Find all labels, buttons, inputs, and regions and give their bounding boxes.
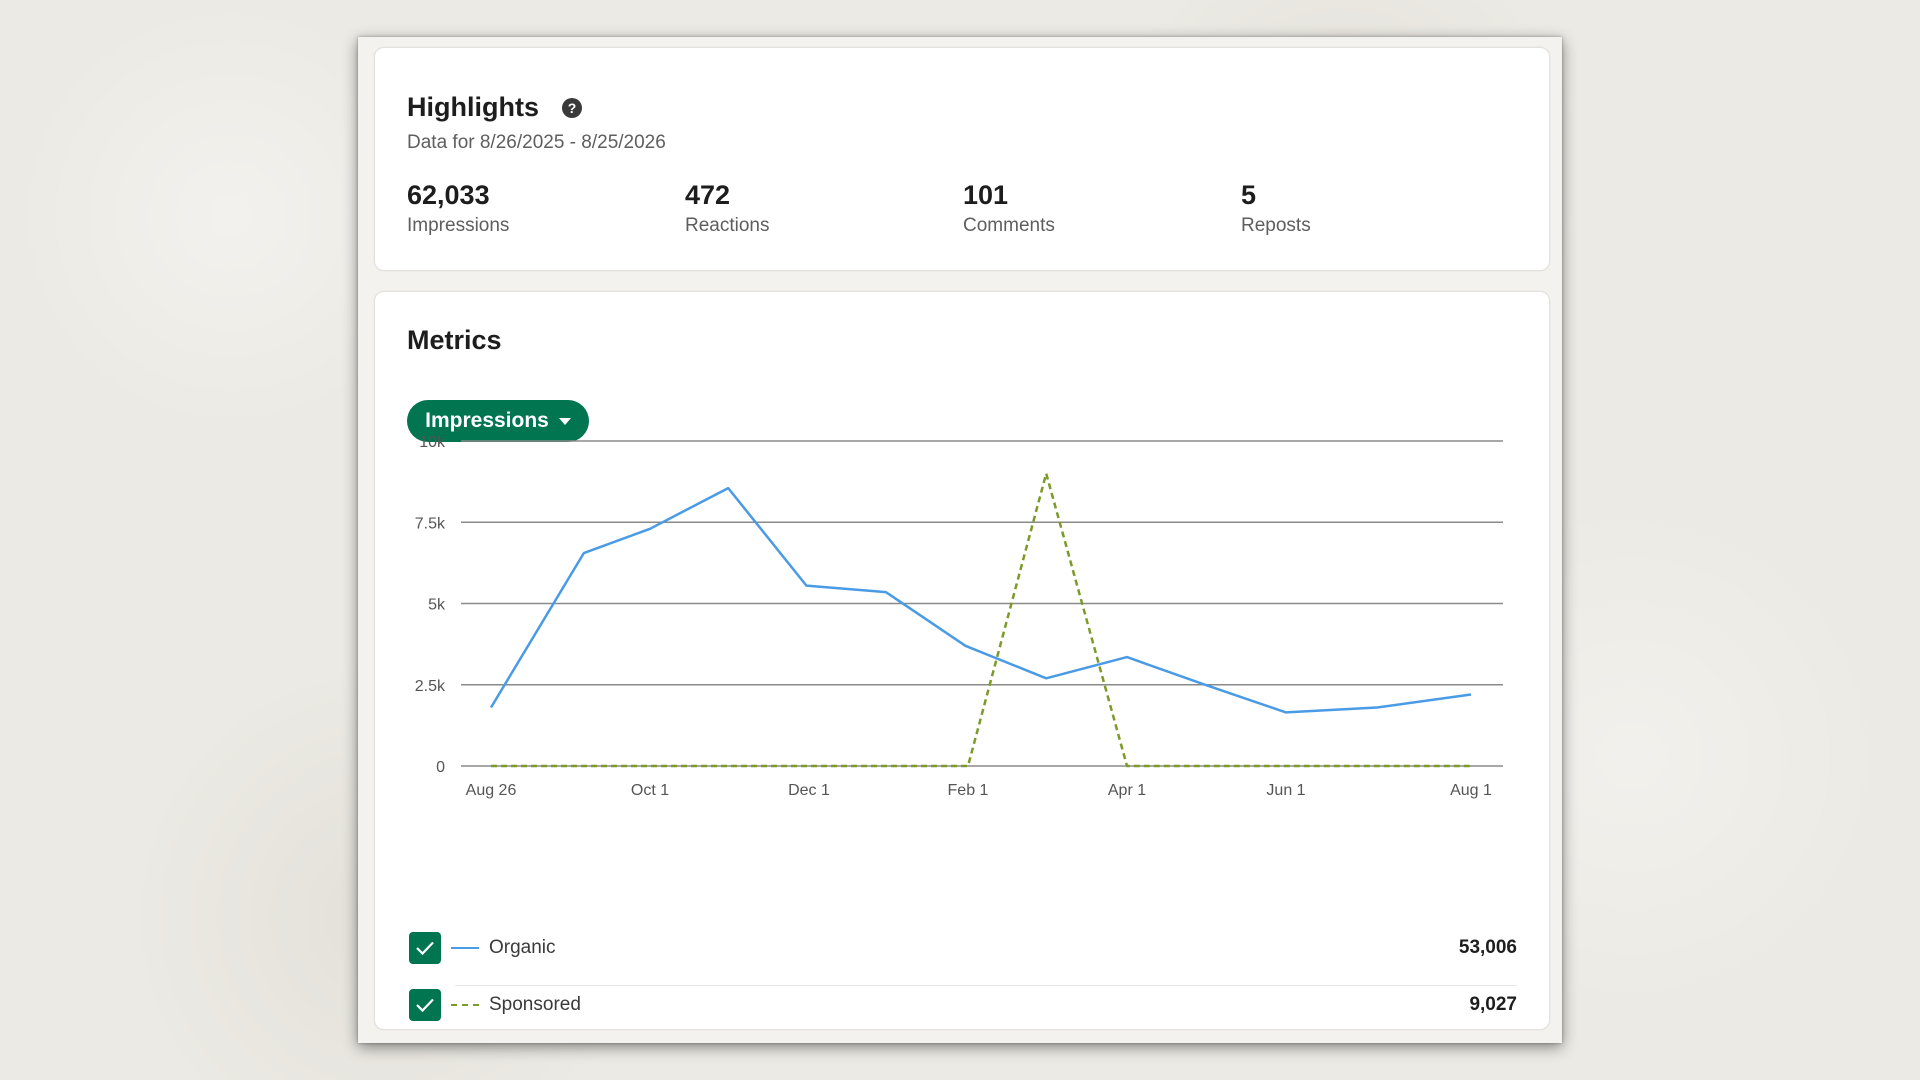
stat-reposts: 5 Reposts — [1241, 180, 1311, 237]
impressions-line-chart: 0 2.5k 5k 7.5k 10k Aug 26 Oct 1 Dec 1 Feb 1 Apr 1… — [415, 434, 1503, 799]
legend-divider — [455, 985, 1517, 986]
date-range: Data for 8/26/2025 - 8/25/2026 — [407, 132, 666, 153]
legend-total: 53,006 — [1458, 937, 1517, 958]
stat-value: 62,033 — [407, 180, 490, 210]
legend-total: 9,027 — [1469, 994, 1517, 1015]
x-tick-label: Oct 1 — [631, 782, 669, 799]
metrics-card: Metrics Impressions 0 2.5k 5k 7.5k 10k Aug 26… — [374, 291, 1550, 1030]
y-tick-label: 2.5k — [415, 678, 446, 695]
organic-checkbox[interactable] — [409, 932, 441, 964]
metric-selector-label: Impressions — [425, 409, 549, 432]
stat-value: 101 — [963, 180, 1009, 210]
series-line-sponsored — [491, 472, 1471, 768]
svg-text:?: ? — [568, 100, 577, 116]
stat-impressions: 62,033 Impressions — [407, 180, 509, 237]
highlights-card: Highlights ? Data for 8/26/2025 - 8/25/2… — [374, 47, 1550, 271]
sponsored-checkbox[interactable] — [409, 989, 441, 1021]
metric-selector-button[interactable]: Impressions — [407, 400, 589, 442]
stat-value: 472 — [685, 180, 731, 210]
analytics-panel: Highlights ? Data for 8/26/2025 - 8/25/2… — [358, 37, 1562, 1043]
y-tick-label: 7.5k — [415, 515, 446, 532]
x-tick-label: Jun 1 — [1266, 782, 1305, 799]
x-tick-label: Aug 1 — [1450, 782, 1492, 799]
legend-row-sponsored: Sponsored 9,027 — [407, 983, 1517, 1027]
stat-label: Comments — [963, 215, 1055, 236]
help-icon[interactable]: ? — [561, 97, 583, 119]
checkmark-icon — [416, 998, 434, 1013]
x-tick-label: Apr 1 — [1108, 782, 1146, 799]
stat-value: 5 — [1241, 180, 1257, 210]
sponsored-line-swatch — [451, 1004, 479, 1006]
metrics-title: Metrics — [407, 325, 502, 355]
organic-line-swatch — [451, 947, 479, 949]
x-tick-label: Feb 1 — [948, 782, 989, 799]
stat-comments: 101 Comments — [963, 180, 1055, 237]
x-tick-label: Aug 26 — [466, 782, 517, 799]
stat-label: Reposts — [1241, 215, 1311, 236]
highlights-title: Highlights — [407, 92, 539, 122]
stat-label: Impressions — [407, 215, 510, 236]
caret-down-icon — [558, 417, 571, 425]
checkmark-icon — [416, 941, 434, 956]
y-tick-label: 5k — [428, 597, 446, 614]
stat-label: Reactions — [685, 215, 770, 236]
stat-reactions: 472 Reactions — [685, 180, 770, 237]
series-line-organic — [489, 486, 1472, 714]
legend-name: Sponsored — [489, 994, 581, 1015]
y-tick-label: 10k — [419, 434, 446, 451]
x-tick-label: Dec 1 — [788, 782, 830, 799]
legend-row-organic: Organic 53,006 — [407, 926, 1517, 970]
y-tick-label: 0 — [436, 759, 445, 776]
legend-name: Organic — [489, 937, 556, 958]
